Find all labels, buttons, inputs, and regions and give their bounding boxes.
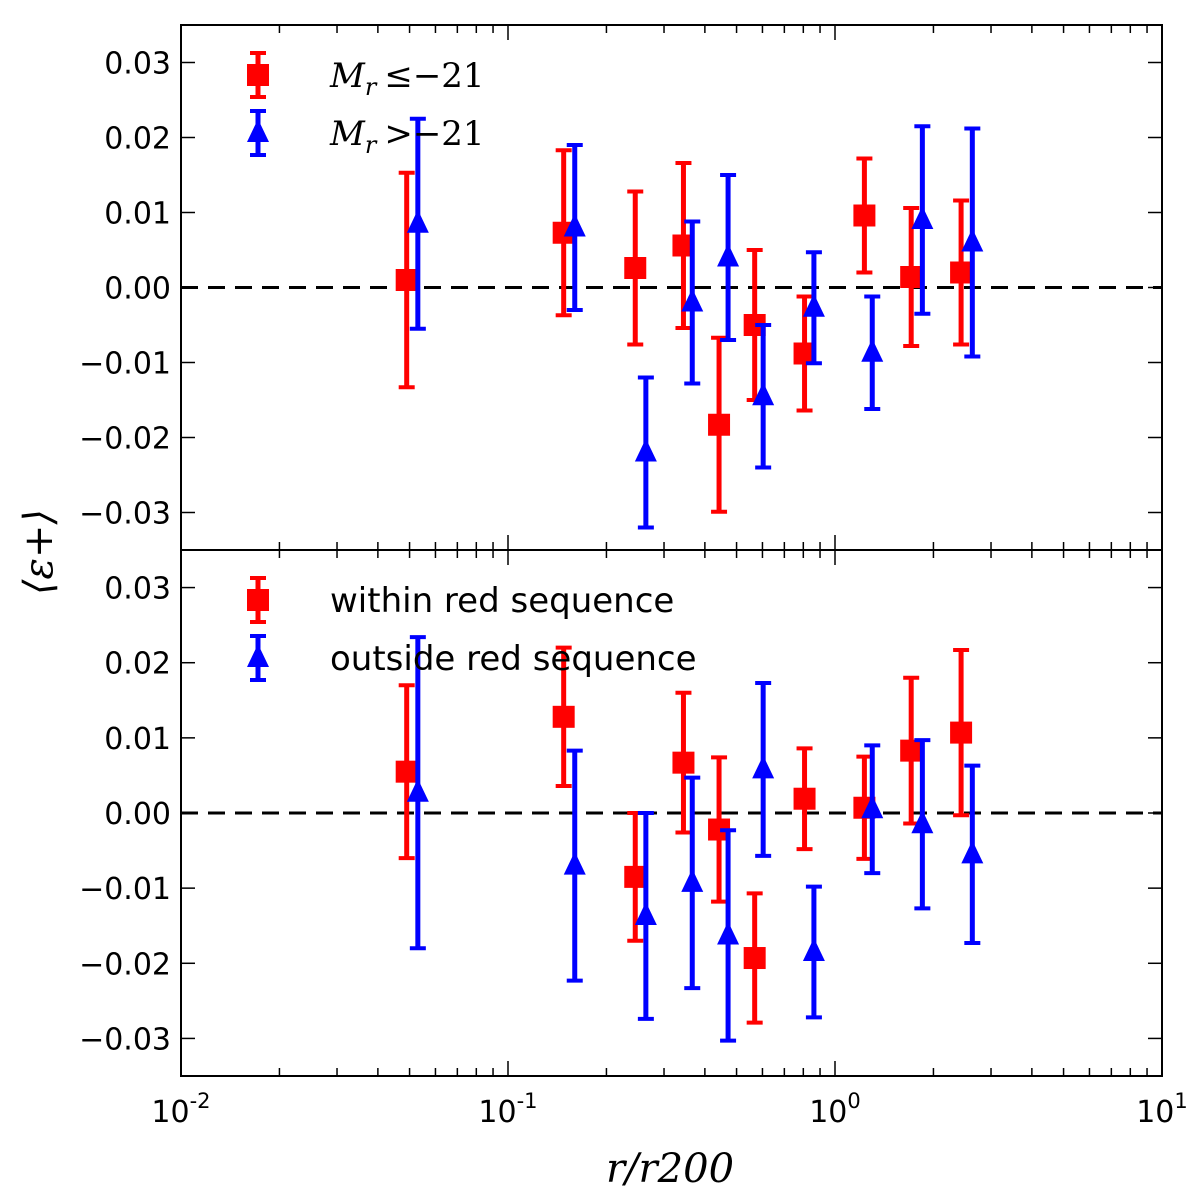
y-tick-label: −0.02 (79, 947, 171, 982)
data-point-square (950, 721, 973, 744)
data-point-triangle (802, 938, 825, 962)
x-tick-labels: 10-2 10-1 100 101 (151, 1089, 1187, 1130)
data-point-triangle (911, 206, 934, 229)
data-point-triangle (634, 901, 657, 925)
data-point-triangle (406, 209, 429, 233)
x-tick-label: 10-2 (151, 1089, 210, 1130)
data-point-square (900, 739, 923, 762)
y-tick-label: 0.01 (104, 722, 171, 757)
data-point-square (395, 269, 418, 291)
panel-red-sequence-split: 0.03 0.02 0.01 0.00 −0.01 −0.02 −0.03 within re… (79, 549, 1163, 1077)
y-tick-label: 0.03 (104, 47, 171, 82)
legend-marker-triangle (247, 644, 269, 667)
data-point-triangle (681, 288, 704, 312)
legend-label: outside red sequence (330, 639, 697, 679)
data-point-square (624, 865, 647, 888)
y-axis-title: ⟨ε+⟩ (16, 509, 62, 595)
data-point-square (950, 261, 973, 284)
data-point-square (672, 751, 695, 774)
y-tick-label: 0.00 (104, 797, 171, 832)
data-point-square (708, 413, 731, 436)
y-tick-label: 0.00 (104, 272, 171, 307)
panel-magnitude-split: 0.03 0.02 0.01 0.00 −0.01 −0.02 −0.03 Mr ≤−21 Mr >… (79, 24, 1163, 551)
series-mr-21 (395, 148, 973, 514)
data-point-square (743, 947, 766, 970)
data-point-square (672, 234, 695, 257)
data-point-triangle (961, 228, 984, 252)
data-point-square (552, 705, 575, 728)
legend-marker-square (247, 64, 269, 86)
y-tick-label: −0.01 (79, 872, 171, 907)
data-point-triangle (802, 293, 825, 317)
plot-panels: 0.03 0.02 0.01 0.00 −0.01 −0.02 −0.03 Mr ≤−21 Mr >… (79, 24, 1188, 1130)
data-point-triangle (861, 338, 884, 362)
y-tick-label: −0.03 (79, 497, 171, 532)
data-point-triangle (563, 851, 586, 875)
data-point-square (853, 204, 876, 227)
data-point-triangle (681, 868, 704, 892)
legend-label: Mr >−21 (329, 114, 485, 159)
y-tick-label: −0.01 (79, 347, 171, 382)
legend-marker-square (247, 589, 269, 611)
data-point-square (793, 787, 816, 810)
legend: Mr ≤−21 Mr >−21 (247, 51, 485, 159)
data-point-triangle (961, 840, 984, 864)
panel-frame (180, 549, 1163, 1077)
x-axis-title: r/r200 (606, 1146, 734, 1192)
data-point-triangle (717, 921, 740, 945)
data-point-triangle (563, 213, 586, 237)
series-within-red-sequence (395, 645, 973, 1025)
data-point-triangle (406, 778, 429, 802)
legend-marker-triangle (247, 119, 269, 142)
data-point-triangle (911, 810, 934, 834)
y-tick-label: 0.01 (104, 197, 171, 232)
y-tick-label: 0.02 (104, 647, 171, 682)
data-point-triangle (717, 243, 740, 267)
data-point-square (395, 760, 418, 783)
series-mr-21 (406, 116, 984, 530)
data-point-square (624, 257, 647, 279)
x-tick-label: 100 (809, 1089, 861, 1130)
data-point-triangle (752, 382, 775, 406)
y-tick-label: 0.03 (104, 572, 171, 607)
y-tick-label: 0.02 (104, 122, 171, 157)
legend-label: Mr ≤−21 (329, 56, 485, 101)
data-point-square (708, 818, 731, 841)
legend: within red sequence outside red sequence (247, 576, 697, 682)
data-point-triangle (634, 438, 657, 462)
y-tick-label: −0.03 (79, 1022, 171, 1057)
data-point-triangle (861, 795, 884, 819)
x-tick-label: 10-1 (478, 1089, 537, 1130)
data-point-square (793, 342, 816, 365)
y-tick-label: −0.02 (79, 422, 171, 457)
data-point-square (900, 266, 923, 288)
x-tick-label: 101 (1136, 1089, 1188, 1130)
data-point-square (743, 314, 766, 336)
legend-label: within red sequence (330, 581, 674, 621)
series-outside-red-sequence (406, 635, 984, 1043)
data-point-triangle (752, 755, 775, 779)
